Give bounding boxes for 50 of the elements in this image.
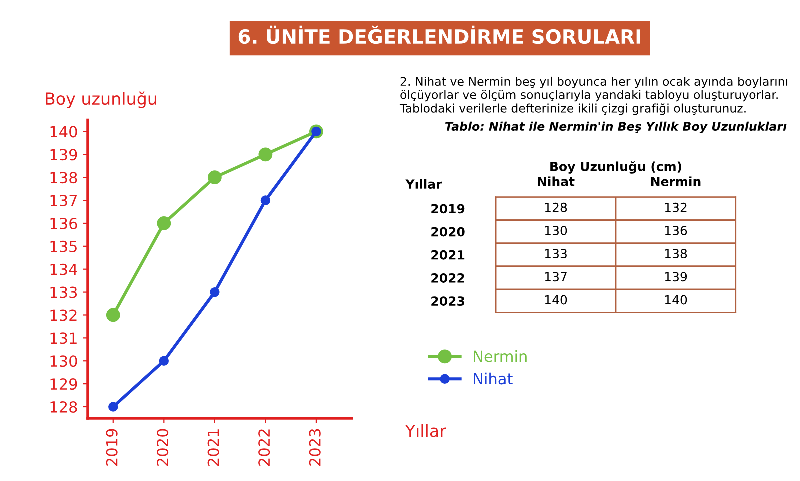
y-tick-label: 137 — [50, 195, 77, 207]
y-tick-label: 138 — [50, 172, 78, 184]
y-tick-label: 2020 — [432, 227, 465, 237]
y-tick-label: 133 — [50, 286, 78, 298]
data-label: 128 — [545, 202, 568, 212]
data-label: 130 — [545, 226, 568, 236]
point — [258, 148, 273, 162]
y-tick-label: 2022 — [432, 273, 464, 283]
y-tick-label: 132 — [50, 310, 77, 322]
y-tick-label: 130 — [50, 356, 78, 368]
data-label: 132 — [665, 202, 687, 212]
data-label: 137 — [545, 272, 567, 282]
point — [108, 402, 118, 412]
y-tick-label: 139 — [50, 149, 78, 161]
y-tick-label: 140 — [50, 126, 78, 138]
x-tick-label: 2021 — [208, 430, 220, 466]
data-label: 133 — [545, 249, 567, 259]
x-tick-label: 2019 — [106, 429, 118, 466]
data-label: 139 — [665, 272, 688, 282]
x-tick-label: 2020 — [157, 429, 169, 466]
point — [106, 308, 120, 322]
x-axis-title: Yıllar — [405, 424, 446, 438]
point — [208, 170, 222, 185]
y-tick-label: 131 — [50, 332, 77, 344]
data-label: 138 — [665, 249, 688, 259]
legend-label: Nermin — [474, 350, 527, 362]
y-tick-label: 2019 — [432, 204, 465, 214]
point — [210, 287, 220, 298]
y-tick-label: 136 — [50, 218, 78, 230]
legend-label: Nihat — [474, 372, 513, 385]
point — [260, 196, 271, 206]
y-tick-label: 2023 — [432, 296, 464, 306]
text: 2. Nihat ve Nermin beş yıl boyunca her yılın ocak ayında boylarını ölçüyorlar ve ölçüm sonuçlarıyla yandaki tabloyu oluşturuyorlar. Tablodaki verilerle defterinize ikili çizgi grafiği oluşturunuz. — [400, 76, 788, 116]
x-tick-label: 2022 — [258, 430, 270, 466]
y-tick-label: 129 — [50, 378, 78, 390]
point — [159, 356, 170, 366]
y-tick-label: 135 — [50, 240, 77, 252]
y-axis-title: Boy uzunluğu — [46, 92, 156, 108]
text: 6. ÜNİTE DEĞERLENDİRME SORULARI — [238, 26, 640, 44]
data-label: 136 — [665, 226, 688, 236]
chart-title: Tablo: Nihat ile Nermin'in Beş Yıllık Boy Uzunlukları — [445, 122, 787, 134]
data-label: 140 — [665, 295, 688, 305]
data-label: 140 — [545, 295, 568, 305]
y-tick-label: 2021 — [432, 250, 465, 260]
point — [157, 216, 172, 230]
x-tick-label: 2023 — [309, 429, 321, 466]
x-axis-title: Boy Uzunluğu (cm) — [550, 161, 682, 174]
y-tick-label: 134 — [50, 264, 78, 276]
y-axis-title: Yıllar — [406, 179, 442, 190]
y-tick-label: 128 — [50, 401, 78, 414]
